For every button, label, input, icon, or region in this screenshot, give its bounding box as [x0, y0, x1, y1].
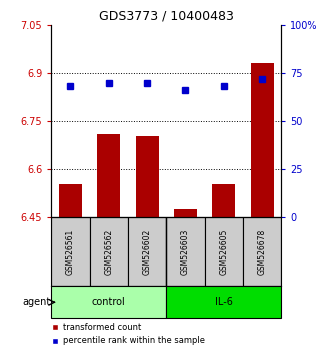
Bar: [128, 217, 166, 286]
Bar: [251, 63, 274, 217]
Text: GSM526603: GSM526603: [181, 229, 190, 275]
Text: GSM526602: GSM526602: [143, 229, 152, 275]
Text: IL-6: IL-6: [215, 297, 233, 307]
Bar: [59, 184, 82, 217]
Legend: transformed count, percentile rank within the sample: transformed count, percentile rank withi…: [51, 323, 205, 346]
Text: GSM526678: GSM526678: [258, 229, 267, 275]
Bar: [205, 217, 243, 286]
Title: GDS3773 / 10400483: GDS3773 / 10400483: [99, 9, 234, 22]
Text: control: control: [92, 297, 126, 307]
Text: GSM526562: GSM526562: [104, 229, 113, 275]
Text: GSM526561: GSM526561: [66, 229, 75, 275]
Bar: [97, 134, 120, 217]
Bar: [166, 286, 281, 318]
Bar: [174, 210, 197, 217]
Bar: [51, 286, 166, 318]
Text: agent: agent: [22, 297, 51, 307]
Bar: [51, 217, 90, 286]
Bar: [243, 217, 281, 286]
Text: GSM526605: GSM526605: [219, 229, 228, 275]
Bar: [166, 217, 205, 286]
Bar: [212, 184, 235, 217]
Bar: [136, 136, 159, 217]
Bar: [90, 217, 128, 286]
